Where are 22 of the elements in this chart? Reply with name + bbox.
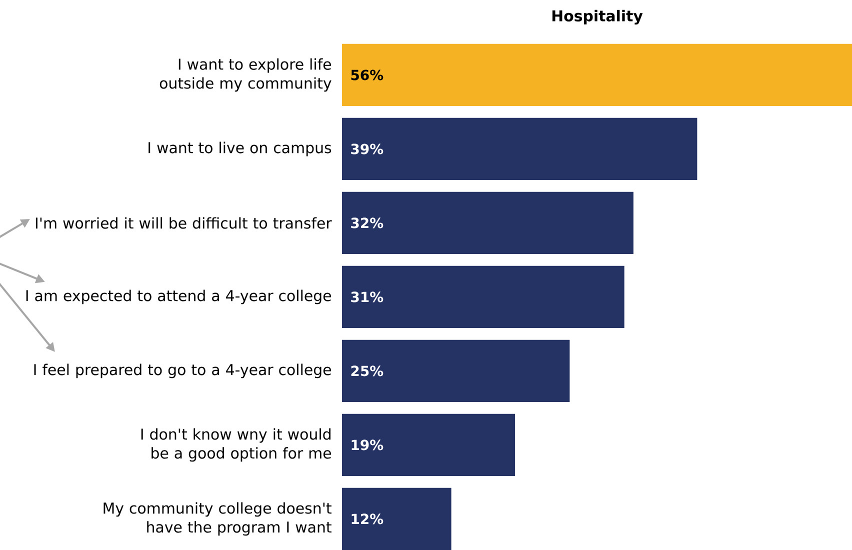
y-tick-label: I don't know wny it would be a good option for me — [141, 428, 332, 462]
bar — [342, 44, 852, 106]
bar — [342, 118, 698, 180]
data-label: 12% — [352, 514, 384, 524]
bar — [342, 340, 570, 402]
bar — [342, 414, 516, 476]
y-tick-label: I want to live on campus — [148, 142, 332, 156]
data-label: 25% — [351, 366, 384, 376]
chart-title: Hospitality — [552, 10, 643, 24]
bar — [342, 488, 452, 550]
y-tick-label: I want to explore life outside my community — [160, 58, 332, 92]
data-label: 56% — [351, 70, 384, 80]
data-label: 39% — [351, 144, 384, 154]
data-label: 32% — [351, 218, 384, 228]
y-tick-label: I am expected to attend a 4-year college — [26, 290, 332, 304]
y-tick-label: I feel prepared to go to a 4-year college — [34, 364, 332, 378]
data-label: 31% — [351, 292, 384, 302]
y-tick-label: I'm worried it will be difficult to transfer — [36, 217, 332, 229]
bar — [342, 192, 634, 254]
y-tick-label: My community college doesn't have the program I want — [104, 502, 332, 536]
bar — [342, 266, 624, 328]
data-label: 19% — [352, 440, 384, 450]
